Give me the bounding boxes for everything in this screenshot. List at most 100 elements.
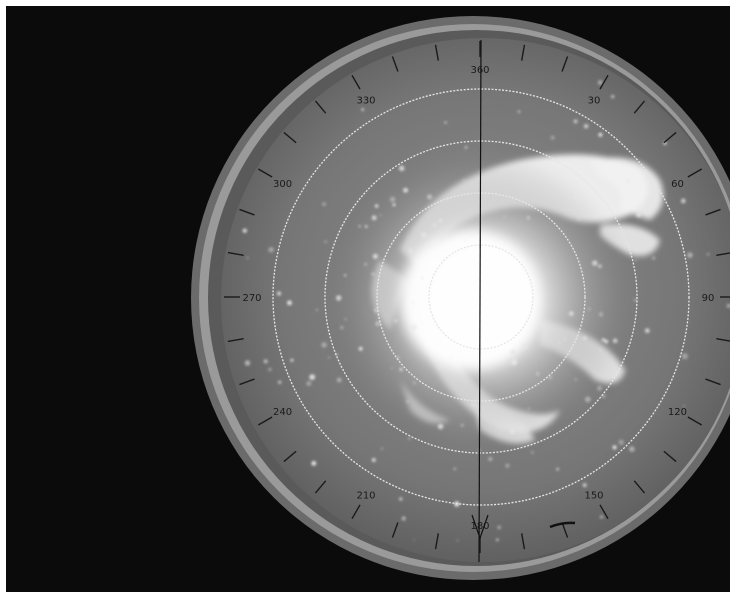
echo-speckle [583,124,589,129]
echo-speckle [340,326,344,330]
bearing-tick [561,56,569,72]
echo-speckle [612,445,617,450]
echo-speckle [464,238,467,241]
echo-speckle [450,356,453,358]
bearing-tick [434,44,440,61]
echo-speckle [393,318,398,323]
echo-speckle [488,456,493,462]
echo-speckle [268,247,274,253]
echo-speckle [364,263,367,266]
echo-speckle [372,253,378,259]
echo-speckle [497,525,502,530]
echo-speckle [505,463,510,468]
bearing-tick [351,504,361,520]
echo-speckle [371,215,377,221]
echo-speckle [411,301,415,304]
bearing-tick [663,450,677,463]
echo-speckle [437,423,444,430]
bearing-label: 300 [273,179,292,190]
echo-speckle [374,204,379,208]
echo-speckle [246,257,249,259]
echo-speckle [413,381,416,385]
echo-speckle [511,359,517,366]
bearing-tick [561,522,569,538]
echo-speckle [371,272,375,276]
bearing-label: 180 [470,521,489,532]
echo-speckle [375,321,381,327]
echo-speckle [426,244,431,248]
bearing-tick [663,131,677,144]
echo-speckle [328,356,330,359]
bearing-label: 330 [356,96,375,107]
echo-speckle [592,260,598,266]
echo-speckle [374,308,378,312]
bearing-tick [391,522,399,538]
echo-speckle [598,312,604,317]
echo-speckle [410,324,417,331]
echo-speckle [421,232,427,238]
echo-speckle [336,295,342,301]
echo-speckle [597,80,603,85]
echo-speckle [687,252,693,258]
echo-speckle [536,372,540,376]
echo-speckle [503,215,506,218]
echo-speckle [432,222,437,228]
echo-speckle [276,291,282,296]
echo-speckle [626,179,630,183]
bearing-ticks [224,41,730,553]
bearing-tick [283,131,297,144]
echo-speckle [315,308,318,312]
echo-speckle [244,360,251,366]
bearing-label: 240 [273,407,292,418]
echo-speckle [681,353,688,360]
echo-speckle [399,367,403,371]
bearing-label: 210 [356,490,375,501]
echo-speckle [510,429,515,434]
echo-speckle [408,437,411,440]
echo-speckle [242,228,247,233]
echo-speckle [530,451,534,454]
echo-speckle [612,338,618,344]
echo-speckle [563,337,566,340]
bearing-tick [351,74,361,90]
echo-speckle [568,311,574,316]
echo-speckle [447,248,450,251]
echo-speckle [420,276,424,280]
echo-speckle [453,467,456,470]
echo-speckle [683,405,686,407]
range-ring [376,192,586,402]
bearing-label: 120 [668,407,687,418]
echo-speckle [556,467,559,471]
echo-speckle [471,402,477,407]
echo-speckle [336,377,342,383]
bearing-label: 150 [584,490,603,501]
echo-speckle [344,318,347,320]
echo-speckle [391,367,393,370]
range-ring [428,244,534,350]
echo-speckle [599,515,604,519]
echo-speckle [514,357,517,360]
echo-speckle [311,460,317,466]
echo-speckle [644,328,650,334]
echo-speckle [629,446,635,452]
echo-speckle [437,365,443,370]
bearing-tick [257,168,273,178]
bearing-tick [227,251,244,257]
echo-speckle [379,214,382,217]
bearing-label: 270 [242,293,261,304]
echo-speckle [358,346,363,351]
echo-speckle [583,336,587,340]
bearing-tick [633,100,646,114]
bearing-tick [633,480,646,494]
echo-speckle [526,216,531,220]
echo-speckle [510,349,516,356]
echo-speckle [287,300,292,306]
bearing-tick [434,533,440,550]
echo-speckle [548,375,553,380]
echo-speckle [538,279,542,283]
echo-speckle [460,423,464,427]
echo-speckle [634,259,637,262]
bearing-tick [227,337,244,343]
